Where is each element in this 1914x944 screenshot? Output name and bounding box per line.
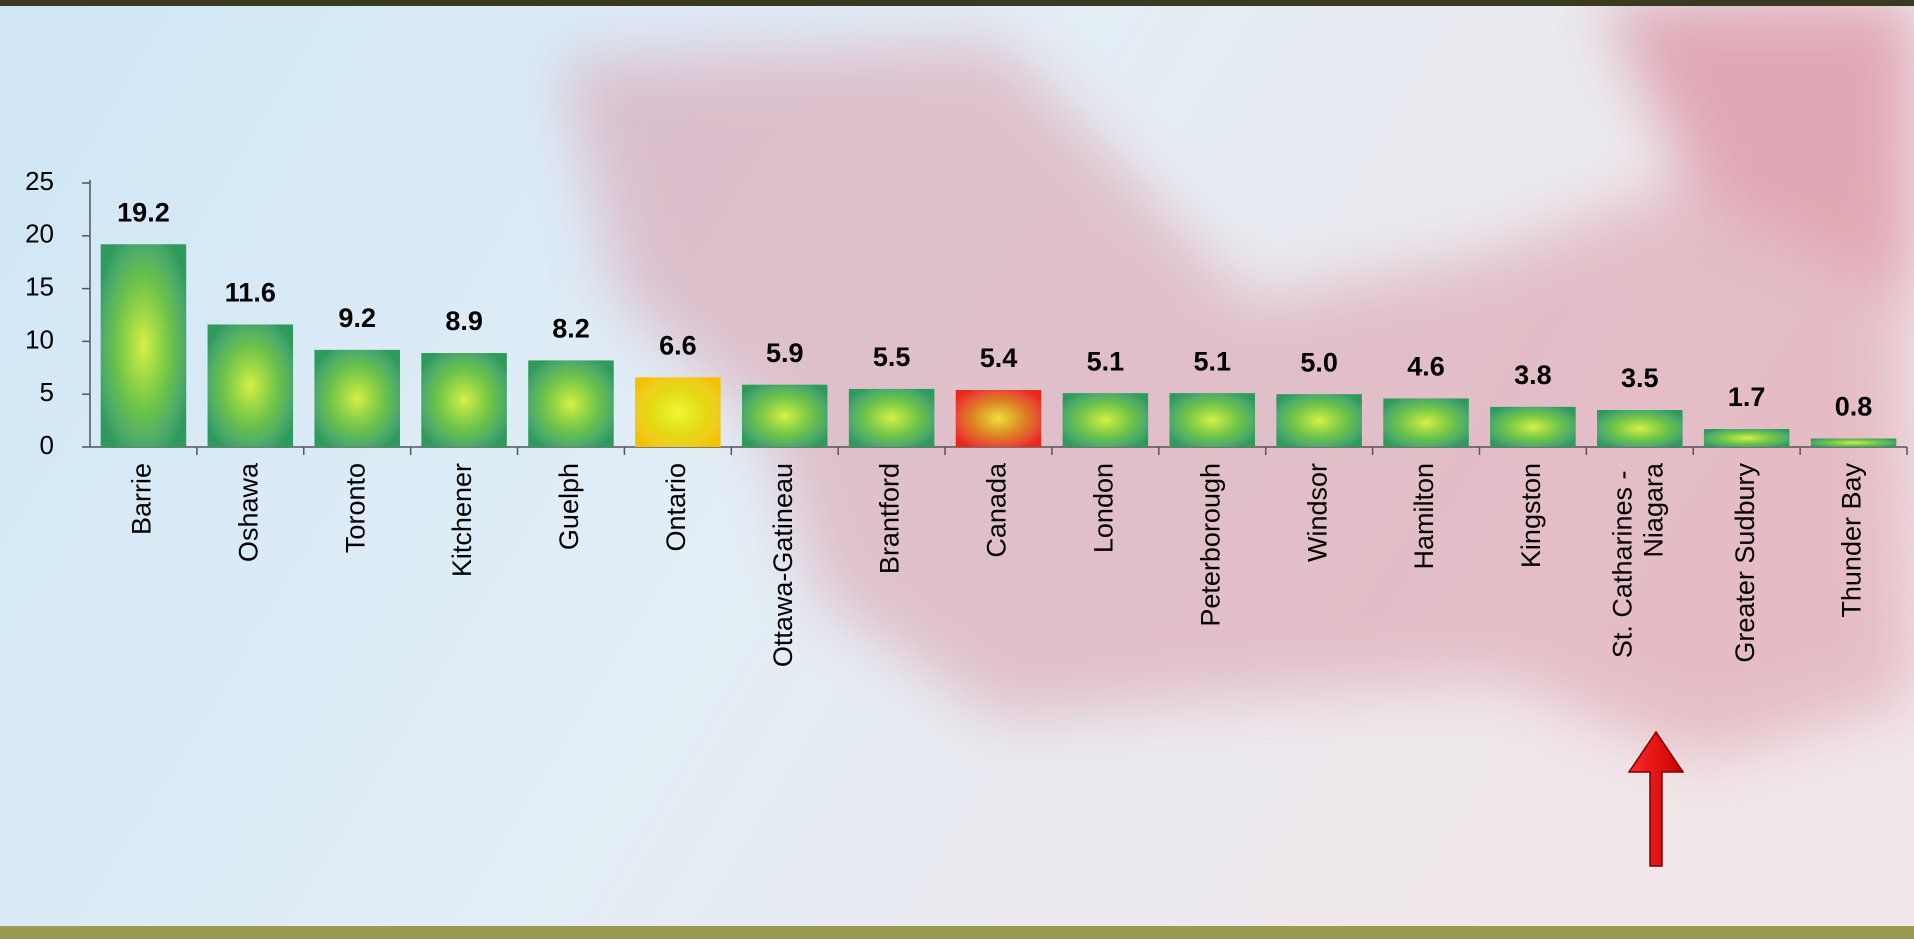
bar-glow	[635, 377, 721, 447]
value-label: 4.6	[1407, 352, 1445, 382]
x-tick-label: Ottawa-Gatineau	[768, 463, 798, 667]
top-band	[0, 0, 1914, 6]
x-tick-label: Thunder Bay	[1837, 463, 1867, 618]
y-tick-label: 20	[25, 219, 54, 249]
value-label: 8.2	[552, 314, 590, 344]
x-tick-label: Peterborough	[1195, 463, 1225, 627]
x-tick-label: Canada	[982, 462, 1012, 558]
value-label: 19.2	[117, 197, 170, 227]
bar-glow	[1597, 410, 1683, 447]
x-tick-label: Brantford	[875, 463, 905, 574]
bar-glow	[1169, 393, 1256, 447]
bar-glow	[314, 349, 400, 447]
y-tick-label: 25	[25, 166, 54, 196]
x-tick-label: Ontario	[661, 463, 691, 552]
bar-glow	[421, 353, 507, 447]
value-label: 5.4	[980, 343, 1018, 373]
value-label: 3.5	[1621, 363, 1659, 393]
x-tick-label: St. Catharines - Niagara	[1607, 462, 1668, 658]
y-tick-label: 15	[25, 271, 54, 301]
bar-glow	[1383, 398, 1469, 447]
bar-glow	[207, 324, 294, 447]
bar-glow	[1490, 406, 1576, 447]
x-tick-label: Kitchener	[447, 463, 477, 577]
x-tick-label: Barrie	[127, 463, 157, 535]
value-label: 5.1	[1087, 346, 1125, 376]
y-tick-label: 0	[40, 430, 54, 460]
value-label: 9.2	[338, 303, 376, 333]
x-tick-label: London	[1089, 463, 1119, 553]
bar-glow	[848, 388, 935, 447]
x-tick-label: Hamilton	[1409, 463, 1439, 570]
bar-glow	[1062, 393, 1149, 447]
value-label: 6.6	[659, 330, 697, 360]
bottom-band	[0, 926, 1914, 939]
x-tick-label: Guelph	[554, 463, 584, 550]
value-label: 8.9	[445, 306, 483, 336]
value-label: 3.8	[1514, 360, 1552, 390]
bar-glow	[955, 389, 1042, 447]
value-label: 11.6	[225, 278, 276, 308]
bar-glow	[1276, 394, 1362, 447]
y-tick-label: 5	[40, 377, 54, 407]
y-tick-label: 10	[25, 324, 54, 354]
value-label: 1.7	[1728, 382, 1766, 412]
bar-glow	[528, 360, 614, 447]
value-label: 5.1	[1193, 346, 1231, 376]
bar-glow	[1810, 438, 1897, 447]
bar-glow	[1703, 429, 1790, 447]
value-label: 5.0	[1300, 347, 1338, 377]
x-tick-label: Toronto	[340, 463, 370, 553]
bar-glow	[741, 384, 828, 447]
value-label: 5.5	[873, 342, 911, 372]
arrow	[1627, 730, 1685, 867]
x-tick-label: Kingston	[1516, 463, 1546, 568]
bar-glow	[100, 244, 187, 447]
x-tick-label: Greater Sudbury	[1730, 463, 1760, 663]
value-label: 5.9	[766, 338, 804, 368]
x-tick-label: Oshawa	[233, 462, 263, 562]
value-label: 0.8	[1835, 392, 1873, 422]
x-tick-label: Windsor	[1302, 463, 1332, 562]
